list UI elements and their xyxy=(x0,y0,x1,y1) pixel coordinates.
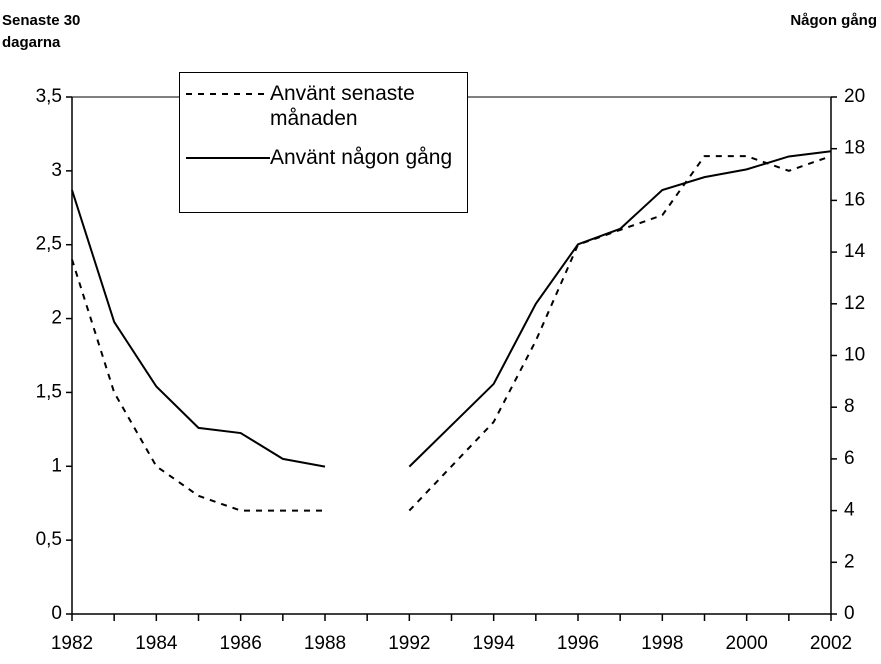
y2-tick-label: 2 xyxy=(844,551,855,572)
x-tick-label: 1992 xyxy=(388,633,430,654)
y-tick-label: 0 xyxy=(51,603,62,624)
x-tick-label: 1984 xyxy=(135,633,178,654)
y-tick-label: 1 xyxy=(51,455,62,476)
y2-tick-label: 12 xyxy=(844,293,865,314)
x-tick-label: 2000 xyxy=(726,633,768,654)
y2-tick-label: 20 xyxy=(844,86,865,107)
y2-tick-label: 6 xyxy=(844,448,855,469)
y-tick-label: 0,5 xyxy=(36,529,62,550)
y-tick-label: 3 xyxy=(51,160,62,181)
y-tick-label: 1,5 xyxy=(36,381,62,402)
x-tick-label: 1998 xyxy=(641,633,683,654)
y2-tick-label: 8 xyxy=(844,396,855,417)
data-line xyxy=(71,155,832,512)
x-tick-label: 1996 xyxy=(557,633,599,654)
y2-axis-title: Någon gång xyxy=(790,12,877,29)
y2-tick-label: 16 xyxy=(844,189,865,210)
y2-tick-label: 18 xyxy=(844,138,865,159)
legend-swatch xyxy=(186,157,270,159)
y-axis-title: Senaste 30 dagarna xyxy=(2,12,81,51)
legend: Använt senaste månaden Använt någon gång xyxy=(179,72,468,213)
y2-tick-label: 0 xyxy=(844,603,855,624)
y2-tick-label: 14 xyxy=(844,241,866,262)
legend-entry: Använt senaste månaden xyxy=(186,81,470,131)
y-tick-label: 2 xyxy=(51,308,62,329)
x-tick-label: 1988 xyxy=(304,633,346,654)
y-tick-label: 3,5 xyxy=(36,86,62,107)
legend-label: Använt senaste månaden xyxy=(270,82,415,130)
x-tick-label: 1994 xyxy=(473,633,516,654)
x-tick-label: 1982 xyxy=(51,633,93,654)
legend-swatch xyxy=(186,93,270,95)
x-tick-label: 2002 xyxy=(810,633,852,654)
legend-entry: Använt någon gång xyxy=(186,145,470,170)
y2-tick-label: 4 xyxy=(844,500,855,521)
legend-label: Använt någon gång xyxy=(270,146,453,169)
data-line xyxy=(71,150,832,468)
y2-tick-label: 10 xyxy=(844,345,865,366)
x-tick-label: 1986 xyxy=(220,633,262,654)
y-tick-label: 2,5 xyxy=(36,234,62,255)
